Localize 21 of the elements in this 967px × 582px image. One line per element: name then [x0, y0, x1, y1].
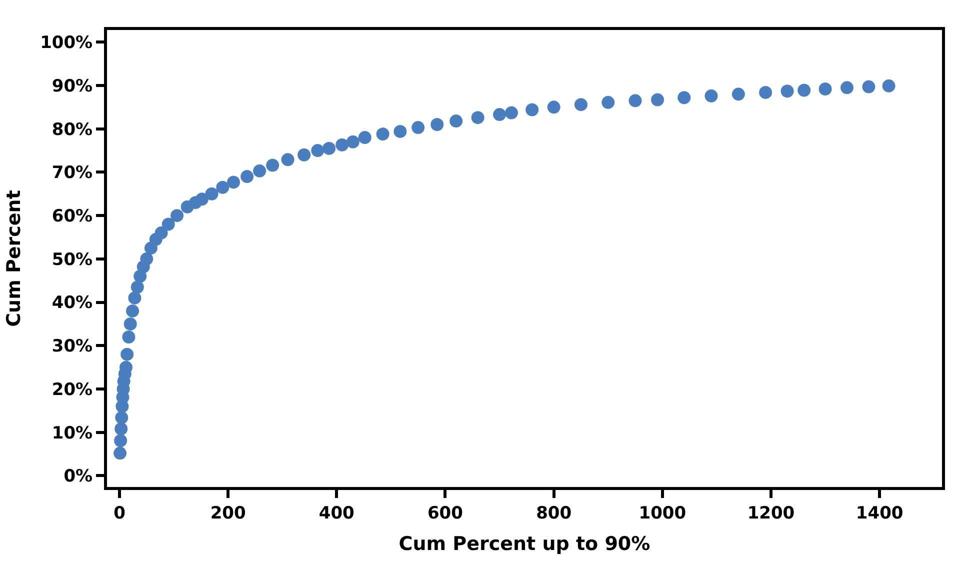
y-axis-title: Cum Percent — [2, 190, 25, 327]
y-tick-label: 100% — [40, 33, 93, 54]
x-tick-label: 600 — [427, 503, 464, 524]
y-tick-label: 40% — [52, 293, 93, 314]
y-tick-label: 30% — [52, 336, 93, 357]
x-tick-label: 1000 — [638, 503, 686, 524]
y-tick-label: 20% — [52, 380, 93, 400]
x-tick-label: 0 — [114, 503, 126, 524]
y-tick-label: 80% — [52, 120, 93, 140]
x-axis-title: Cum Percent up to 90% — [398, 533, 650, 556]
y-tick-label: 70% — [52, 163, 93, 184]
y-tick-label: 60% — [52, 206, 93, 227]
x-tick-label: 800 — [536, 503, 572, 524]
x-tick-label: 400 — [318, 503, 355, 524]
x-tick-label: 1200 — [747, 503, 795, 524]
y-tick-label: 10% — [52, 423, 93, 444]
y-tick-label: 90% — [52, 76, 93, 96]
x-tick-label: 1400 — [856, 503, 904, 524]
y-tick-label: 50% — [52, 250, 93, 270]
y-tick-label: 0% — [64, 466, 93, 487]
x-tick-label: 200 — [210, 503, 246, 524]
